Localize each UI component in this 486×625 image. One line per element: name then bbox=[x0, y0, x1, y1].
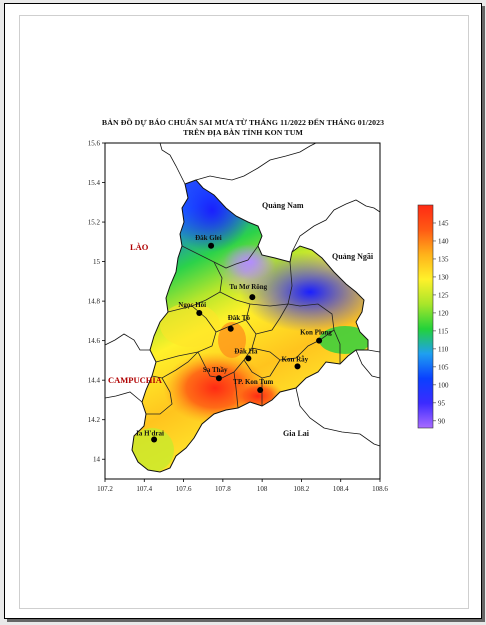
y-tick-label: 14.6 bbox=[88, 337, 101, 345]
legend-colorbar bbox=[417, 204, 434, 429]
place-label: Ia H'drai bbox=[136, 429, 164, 437]
neighbor-border bbox=[104, 333, 150, 351]
place-marker bbox=[294, 363, 301, 370]
x-tick-label: 108 bbox=[257, 485, 268, 493]
x-tick-label: 108.6 bbox=[372, 485, 388, 493]
lowest-anomaly-core bbox=[216, 244, 276, 296]
y-tick-label: 14.8 bbox=[88, 298, 101, 306]
neighbor-border bbox=[295, 387, 381, 447]
place-marker bbox=[196, 309, 203, 316]
place-marker bbox=[151, 436, 158, 443]
neighbor-border bbox=[367, 349, 381, 353]
place-markers: Đăk Glei Tu Mơ Rông Ngọc Hồi Đăk Tô Kon Plon… bbox=[136, 234, 332, 443]
legend-tick-label: 125 bbox=[438, 291, 449, 299]
green-band-east bbox=[319, 326, 368, 354]
district-line bbox=[197, 319, 257, 379]
neighbor-border bbox=[104, 391, 143, 403]
legend-tick-label: 100 bbox=[438, 381, 449, 389]
place-marker bbox=[257, 387, 264, 394]
district-line bbox=[255, 303, 341, 364]
legend-tick-label: 115 bbox=[438, 327, 449, 335]
district-boundaries bbox=[146, 245, 341, 415]
legend-tick-label: 135 bbox=[438, 255, 449, 263]
label-quang-ngai: Quảng Ngãi bbox=[332, 252, 374, 261]
x-tick-label: 107.6 bbox=[176, 485, 192, 493]
yellow-green-south bbox=[132, 428, 174, 472]
place-label: Đăk Glei bbox=[195, 234, 222, 242]
neighbor-border bbox=[195, 142, 317, 181]
legend-tick-label: 95 bbox=[438, 399, 446, 407]
place-label: Kon Plong bbox=[300, 329, 332, 337]
place-marker bbox=[249, 294, 256, 301]
y-tick-label: 14.4 bbox=[88, 377, 101, 385]
district-line bbox=[215, 303, 251, 333]
place-marker bbox=[245, 355, 252, 362]
high-anomaly-dakto bbox=[218, 322, 246, 358]
label-lao: LÀO bbox=[130, 242, 149, 252]
place-marker bbox=[227, 325, 234, 332]
x-tick-label: 108.4 bbox=[333, 485, 349, 493]
place-label: Sa Thầy bbox=[203, 366, 228, 374]
legend-tick-label: 110 bbox=[438, 345, 449, 353]
y-tick-label: 14.2 bbox=[88, 416, 101, 424]
neighbor-border bbox=[355, 349, 381, 379]
legend-tick-label: 90 bbox=[438, 417, 446, 425]
place-label: Kon Rẫy bbox=[282, 355, 309, 363]
district-line bbox=[155, 305, 217, 363]
neighbor-border bbox=[291, 199, 381, 253]
legend-labels: 90 95 100 105 110 115 120 125 130 135 140 145 bbox=[433, 219, 449, 425]
y-tick-label: 15.6 bbox=[88, 140, 101, 148]
y-tick-label: 15.2 bbox=[88, 219, 101, 227]
legend-tick-label: 130 bbox=[438, 273, 449, 281]
place-marker bbox=[316, 337, 323, 344]
place-label: Tu Mơ Rông bbox=[229, 283, 267, 291]
label-campuchia: CAMPUCHIA bbox=[108, 375, 163, 385]
x-axis: 107.2 107.4 107.6 107.8 108 108.2 108.4 108.6 bbox=[97, 479, 388, 493]
place-marker bbox=[208, 242, 215, 249]
place-label: Ngọc Hồi bbox=[178, 301, 206, 309]
x-tick-label: 108.2 bbox=[294, 485, 310, 493]
label-gia-lai: Gia Lai bbox=[283, 429, 310, 438]
district-line bbox=[167, 261, 223, 313]
y-tick-label: 15.4 bbox=[88, 179, 101, 187]
map-title-line1: BẢN ĐỒ DỰ BÁO CHUẨN SAI MƯA TỪ THÁNG 11/… bbox=[101, 118, 385, 127]
place-label: Đăk Tô bbox=[228, 314, 251, 322]
legend-tick-label: 120 bbox=[438, 309, 449, 317]
province-outline bbox=[131, 179, 369, 473]
place-marker bbox=[215, 375, 222, 382]
neighbor-borders bbox=[104, 142, 381, 447]
inner-frame bbox=[19, 15, 469, 609]
yellow-band bbox=[160, 303, 220, 347]
y-tick-label: 15 bbox=[93, 258, 101, 266]
district-line bbox=[219, 261, 293, 307]
place-label: Đăk Hà bbox=[234, 347, 258, 355]
neighbor-border bbox=[159, 142, 186, 185]
y-tick-label: 14 bbox=[93, 456, 101, 464]
district-line bbox=[151, 351, 199, 379]
district-line bbox=[181, 245, 259, 269]
map-title-line2: TRÊN ĐỊA BÀN TỈNH KON TUM bbox=[183, 128, 303, 137]
x-tick-label: 107.8 bbox=[215, 485, 231, 493]
district-line bbox=[233, 371, 239, 409]
legend-tick-label: 105 bbox=[438, 363, 449, 371]
place-label: TP. Kon Tum bbox=[233, 378, 273, 386]
x-tick-label: 107.4 bbox=[136, 485, 152, 493]
x-tick-label: 107.2 bbox=[97, 485, 113, 493]
legend-tick-label: 145 bbox=[438, 219, 449, 227]
y-axis: 15.6 15.4 15.2 15 14.8 14.6 14.4 14.2 14 bbox=[88, 140, 105, 464]
district-line bbox=[146, 377, 173, 415]
label-quang-nam: Quảng Nam bbox=[262, 201, 304, 210]
legend-tick-label: 140 bbox=[438, 237, 449, 245]
